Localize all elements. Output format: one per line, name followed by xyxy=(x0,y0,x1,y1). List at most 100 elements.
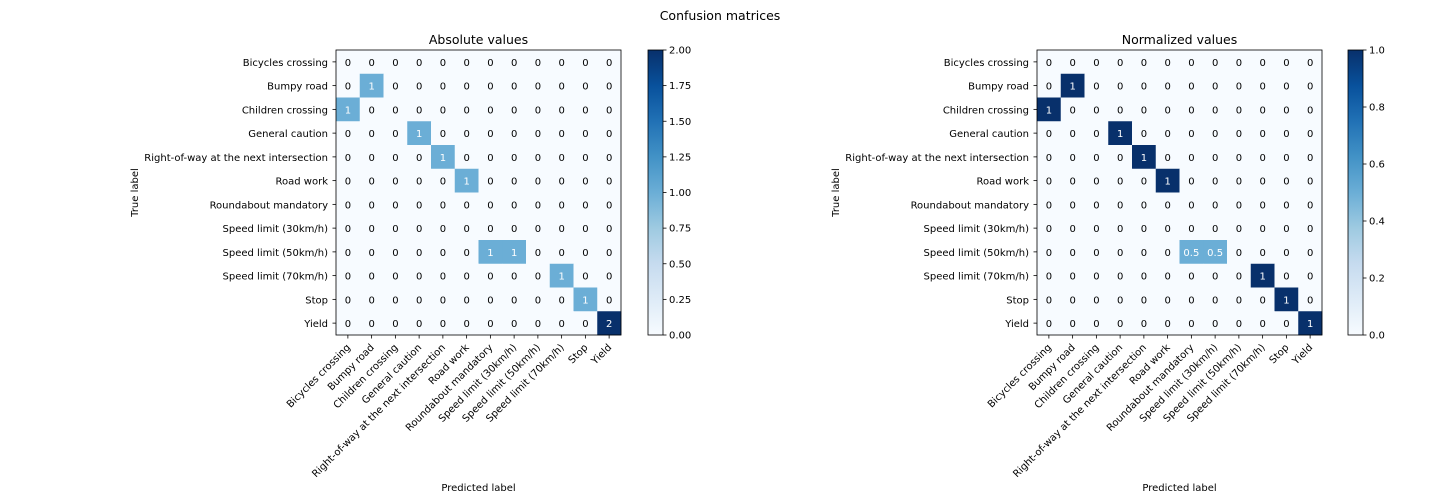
cell-value: 0 xyxy=(1212,82,1218,93)
cell-value: 0 xyxy=(1046,58,1052,69)
heatmap-cell xyxy=(573,168,598,193)
heatmap-cell xyxy=(359,287,384,312)
heatmap-cell xyxy=(1203,192,1228,217)
heatmap-cell xyxy=(502,287,527,312)
heatmap-cell xyxy=(336,73,361,98)
cell-value: 0 xyxy=(535,200,541,211)
cell-value: 1 xyxy=(345,105,351,116)
heatmap-cell xyxy=(1250,73,1275,98)
y-tick-label: Children crossing xyxy=(943,105,1029,116)
cell-value: 0 xyxy=(440,272,446,283)
heatmap-cell xyxy=(573,311,598,336)
heatmap-cell xyxy=(549,73,574,98)
cell-value: 1 xyxy=(558,272,564,283)
heatmap-cell xyxy=(431,168,456,193)
heatmap-cell xyxy=(1132,145,1157,170)
heatmap-cell xyxy=(1298,97,1323,122)
cell-value: 0 xyxy=(1141,129,1147,140)
cell-value: 0 xyxy=(1212,177,1218,188)
heatmap-cell xyxy=(383,168,408,193)
colorbar-tick-label: 0.25 xyxy=(669,295,691,306)
heatmap-cell xyxy=(407,73,432,98)
heatmap-cell xyxy=(526,287,551,312)
cell-value: 0 xyxy=(463,58,469,69)
cell-value: 0 xyxy=(1141,272,1147,283)
heatmap-cell xyxy=(526,263,551,288)
heatmap-cell xyxy=(526,73,551,98)
cell-value: 0 xyxy=(368,153,374,164)
cell-value: 0 xyxy=(440,248,446,259)
heatmap-cell xyxy=(1060,50,1085,75)
cell-value: 0 xyxy=(1188,272,1194,283)
colorbar-tick-label: 1.75 xyxy=(669,81,691,92)
heatmap-cell xyxy=(597,73,622,98)
cell-value: 0 xyxy=(416,295,422,306)
cell-value: 0 xyxy=(368,319,374,330)
cell-value: 0 xyxy=(368,272,374,283)
heatmap-cell xyxy=(1155,240,1180,265)
cell-value: 0 xyxy=(440,105,446,116)
cell-value: 0 xyxy=(511,272,517,283)
cell-value: 1 xyxy=(368,82,374,93)
heatmap-cell xyxy=(454,192,479,217)
heatmap-cell xyxy=(1298,50,1323,75)
heatmap-cell xyxy=(1108,240,1133,265)
heatmap-cell xyxy=(1227,263,1252,288)
cell-value: 0 xyxy=(1212,224,1218,235)
y-tick-label: Stop xyxy=(1006,295,1029,306)
heatmap-cell xyxy=(1060,168,1085,193)
heatmap-cell xyxy=(502,73,527,98)
cell-value: 0 xyxy=(1283,58,1289,69)
heatmap-cell xyxy=(1084,50,1109,75)
heatmap-cell xyxy=(1037,192,1062,217)
cell-value: 0 xyxy=(416,248,422,259)
heatmap-cell xyxy=(1298,145,1323,170)
cell-value: 0 xyxy=(416,177,422,188)
heatmap-cell xyxy=(1084,240,1109,265)
heatmap-cell xyxy=(1179,311,1204,336)
cell-value: 0 xyxy=(535,248,541,259)
cell-value: 0 xyxy=(440,82,446,93)
heatmap-cell xyxy=(1274,73,1299,98)
heatmap-cell xyxy=(1037,97,1062,122)
heatmap-cell xyxy=(1227,97,1252,122)
heatmap-cell xyxy=(1132,121,1157,146)
heatmap-cell xyxy=(431,311,456,336)
cell-value: 0 xyxy=(463,248,469,259)
heatmap-cell xyxy=(1203,50,1228,75)
cell-value: 0 xyxy=(1141,224,1147,235)
cell-value: 0 xyxy=(558,58,564,69)
cell-value: 0 xyxy=(1141,177,1147,188)
heatmap-cell xyxy=(1250,50,1275,75)
colorbar xyxy=(1347,49,1364,336)
heatmap-cell xyxy=(597,145,622,170)
cell-value: 0 xyxy=(487,153,493,164)
cell-value: 0 xyxy=(487,319,493,330)
cell-value: 1 xyxy=(440,153,446,164)
heatmap-cell xyxy=(1274,311,1299,336)
heatmap-cell xyxy=(1250,97,1275,122)
cell-value: 0 xyxy=(1093,105,1099,116)
cell-value: 0 xyxy=(558,319,564,330)
heatmap-cell xyxy=(1132,168,1157,193)
cell-value: 0 xyxy=(1188,200,1194,211)
cell-value: 0 xyxy=(1141,319,1147,330)
colorbar-tick-label: 0.00 xyxy=(669,331,691,342)
cell-value: 0 xyxy=(392,200,398,211)
heatmap-cell xyxy=(1037,73,1062,98)
cell-value: 0 xyxy=(558,153,564,164)
normalized-values-chart: Normalized values 0 0 0 0 0 0 0 0 0 0 0 0 0 1 0 0 0 0 0 0 0 0 0… xyxy=(831,32,1385,494)
heatmap-cell xyxy=(1250,121,1275,146)
heatmap-cell xyxy=(383,311,408,336)
heatmap-cell xyxy=(502,145,527,170)
cell-value: 0 xyxy=(535,129,541,140)
cell-value: 0 xyxy=(487,177,493,188)
cell-value: 0 xyxy=(1141,82,1147,93)
cell-value: 0 xyxy=(1283,129,1289,140)
heatmap-cell xyxy=(407,50,432,75)
cell-value: 0 xyxy=(1188,105,1194,116)
heatmap-cell xyxy=(1108,97,1133,122)
cell-value: 0 xyxy=(558,248,564,259)
axes-frame xyxy=(1036,49,1323,336)
cell-value: 0 xyxy=(416,272,422,283)
